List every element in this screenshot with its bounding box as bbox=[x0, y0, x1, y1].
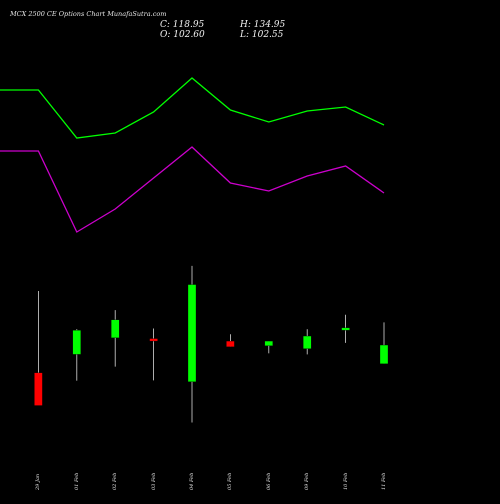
candle-body bbox=[379, 344, 389, 364]
line-series-lower bbox=[0, 146, 385, 233]
x-tick-label: 09 Feb bbox=[304, 472, 311, 490]
low-value: L: 102.55 bbox=[240, 30, 284, 40]
candle-body bbox=[72, 330, 81, 355]
candle-body bbox=[111, 319, 120, 338]
candle-9 bbox=[379, 322, 389, 364]
x-tick-label: 10 Feb bbox=[342, 472, 349, 490]
x-tick-label: 11 Feb bbox=[381, 472, 387, 490]
candle-body bbox=[149, 338, 158, 342]
candle-body bbox=[264, 340, 273, 346]
candle-8 bbox=[341, 314, 350, 343]
candle-body bbox=[187, 284, 197, 382]
high-value: H: 134.95 bbox=[240, 20, 286, 30]
x-tick-label: 06 Feb bbox=[265, 472, 272, 490]
candle-body bbox=[303, 335, 312, 349]
candle-1 bbox=[72, 329, 81, 381]
x-tick-label: 04 Feb bbox=[189, 472, 195, 490]
line-series-upper bbox=[0, 77, 385, 139]
open-value: O: 102.60 bbox=[160, 30, 205, 40]
candle-5 bbox=[226, 334, 235, 347]
candle-body bbox=[226, 340, 235, 347]
x-tick-label: 01 Feb bbox=[73, 472, 80, 490]
candle-0 bbox=[34, 291, 43, 406]
x-tick-label: 03 Feb bbox=[150, 472, 157, 490]
x-tick-label: 29 Jan bbox=[35, 473, 42, 490]
chart-title: MCX 2500 CE Options Chart MunafaSutra.co… bbox=[10, 10, 167, 18]
x-tick-label: 02 Feb bbox=[112, 472, 119, 490]
candle-6 bbox=[264, 340, 273, 354]
x-tick-label: 05 Feb bbox=[227, 472, 234, 490]
candle-3 bbox=[149, 328, 158, 381]
candle-7 bbox=[303, 329, 312, 355]
candle-body bbox=[341, 327, 350, 331]
candle-4 bbox=[187, 265, 197, 423]
close-value: C: 118.95 bbox=[160, 20, 205, 30]
candle-2 bbox=[111, 310, 120, 367]
candle-body bbox=[34, 372, 43, 406]
